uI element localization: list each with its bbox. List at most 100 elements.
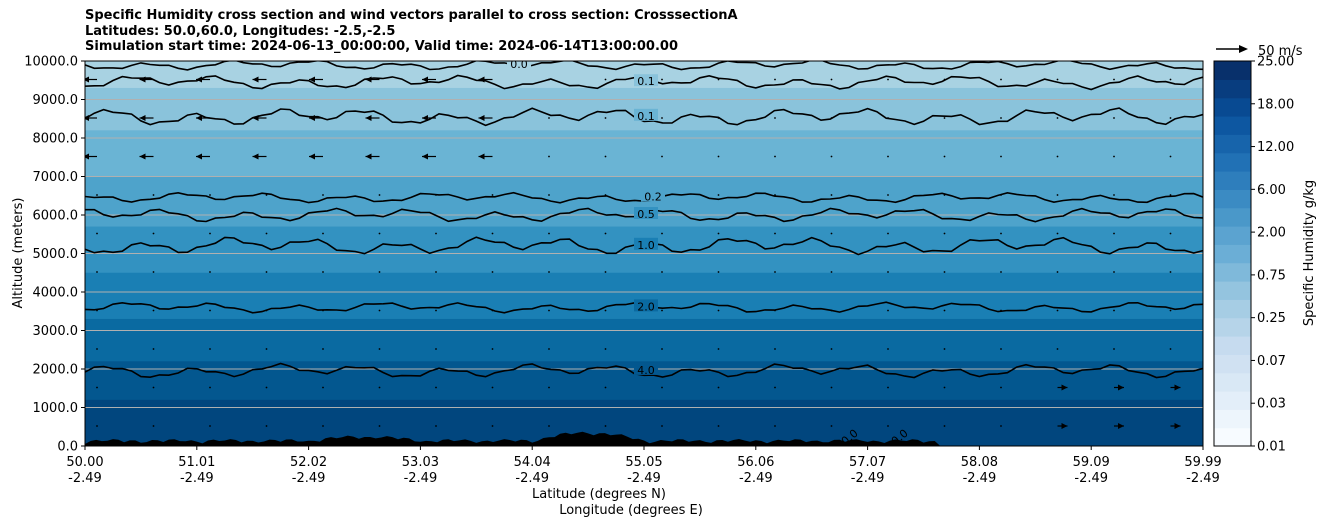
- y-tick-label: 3000.0: [33, 324, 79, 339]
- wind-arrow: [548, 117, 550, 119]
- contour-label: 0.2: [644, 191, 662, 204]
- x-tick-label-lat: 58.08: [961, 455, 998, 470]
- wind-arrow: [322, 271, 324, 273]
- wind-arrowhead: [422, 76, 428, 83]
- wind-arrow: [209, 309, 211, 312]
- wind-arrow: [943, 194, 946, 196]
- wind-arrow: [152, 271, 155, 273]
- wind-arrowhead: [365, 153, 372, 160]
- contour-label: 0.1: [637, 75, 655, 88]
- humidity-band: [85, 399, 1203, 446]
- wind-arrowhead: [139, 115, 146, 121]
- contour-label-bg: [634, 362, 658, 375]
- wind-arrow: [830, 309, 833, 312]
- colorbar-tick-label: 0.07: [1257, 354, 1286, 369]
- wind-arrow: [435, 425, 437, 427]
- x-tick-label-lat: 57.07: [849, 455, 886, 470]
- wind-arrowhead: [478, 115, 485, 121]
- contour-label: 2.0: [637, 300, 655, 313]
- wind-arrow: [774, 271, 776, 273]
- wind-arrow: [1056, 348, 1059, 350]
- colorbar-segment: [1214, 262, 1251, 282]
- wind-arrow: [265, 194, 268, 196]
- wind-arrow: [661, 309, 663, 312]
- wind-arrowhead: [422, 115, 428, 121]
- wind-arrowhead: [1174, 423, 1181, 429]
- wind-arrow: [322, 309, 324, 312]
- wind-arrow: [435, 194, 437, 196]
- axes: 0.0 1000.0 2000.0 3000.0 4000.0 5000.0 6000.0 7…: [24, 55, 1221, 487]
- wind-arrowhead: [85, 115, 89, 121]
- wind-arrow: [1000, 309, 1002, 312]
- wind-arrow: [1000, 194, 1002, 196]
- wind-arrow: [604, 117, 607, 119]
- colorbar-tick-label: 2.00: [1257, 226, 1286, 241]
- wind-arrow: [265, 386, 268, 389]
- contour-line: [85, 61, 1203, 71]
- x-tick-label-lat: 59.99: [1184, 455, 1221, 470]
- colorbar-segment: [1214, 171, 1251, 190]
- wind-arrow: [774, 194, 776, 196]
- wind-arrow: [1169, 348, 1172, 350]
- wind-arrowhead: [196, 76, 202, 83]
- wind-arrow: [717, 271, 720, 273]
- wind-arrow: [774, 232, 776, 235]
- title-line-1: Specific Humidity cross section and wind…: [85, 8, 738, 23]
- plot-area: 0.00.10.10.20.51.02.04.00.0 0.0: [85, 61, 1203, 446]
- wind-arrow: [1169, 309, 1172, 312]
- wind-arrow: [943, 309, 946, 312]
- wind-arrow: [378, 348, 381, 350]
- y-tick-label: 1000.0: [33, 401, 79, 416]
- x-tick-label-lon: -2.49: [963, 471, 997, 486]
- wind-arrow: [378, 232, 381, 235]
- wind-arrow: [887, 425, 889, 427]
- x-tick-label-lon: -2.49: [1186, 471, 1220, 486]
- wind-arrowhead: [1118, 423, 1124, 429]
- x-tick-label-lat: 56.06: [737, 455, 774, 470]
- wind-arrow: [604, 386, 607, 389]
- wind-arrow: [322, 425, 324, 427]
- wind-arrow: [491, 232, 494, 235]
- y-tick-label: 2000.0: [33, 363, 79, 378]
- colorbar-segment: [1214, 152, 1251, 172]
- x-tick-label-lon: -2.49: [851, 471, 885, 486]
- contour-label: 0.5: [637, 208, 655, 221]
- colorbar-segment: [1214, 372, 1251, 392]
- wind-arrow: [830, 348, 833, 350]
- wind-arrow: [717, 232, 720, 235]
- wind-arrow: [1113, 309, 1115, 312]
- wind-arrow: [1056, 271, 1059, 273]
- colorbar-segment: [1214, 61, 1251, 80]
- x-tick-label-lon: -2.49: [292, 471, 326, 486]
- wind-arrow: [548, 348, 550, 350]
- colorbar-tick-label: 25.00: [1257, 55, 1294, 70]
- wind-arrow: [604, 309, 607, 312]
- quiver-key-arrowhead: [1239, 45, 1248, 53]
- wind-arrowhead: [309, 153, 315, 160]
- wind-arrow: [322, 386, 324, 389]
- colorbar-tick-label: 18.00: [1257, 97, 1294, 112]
- contour-label-bg: [634, 108, 658, 121]
- y-tick-label: 8000.0: [33, 132, 79, 147]
- wind-arrow: [1000, 78, 1002, 81]
- wind-arrow: [774, 155, 776, 158]
- wind-arrowhead: [139, 153, 146, 160]
- wind-arrow: [96, 425, 98, 427]
- wind-arrow: [209, 425, 211, 427]
- x-axis-label-latitude: Latitude (degrees N): [532, 487, 666, 502]
- colorbar-segment: [1214, 116, 1251, 135]
- colorbar-segment: [1214, 391, 1251, 410]
- wind-arrow: [491, 309, 494, 312]
- wind-arrow: [943, 232, 946, 235]
- contour-label-bg: [634, 237, 658, 250]
- wind-arrow: [943, 155, 946, 158]
- quiver-key-label: 50 m/s: [1258, 44, 1303, 59]
- x-tick-label-lat: 51.01: [178, 455, 215, 470]
- wind-arrow: [717, 348, 720, 350]
- wind-arrow: [96, 271, 98, 273]
- wind-arrow: [887, 386, 889, 389]
- wind-arrow: [1169, 232, 1172, 235]
- wind-arrow: [943, 348, 946, 350]
- y-tick-label: 0.0: [57, 440, 78, 455]
- colorbar-frame: [1213, 60, 1252, 447]
